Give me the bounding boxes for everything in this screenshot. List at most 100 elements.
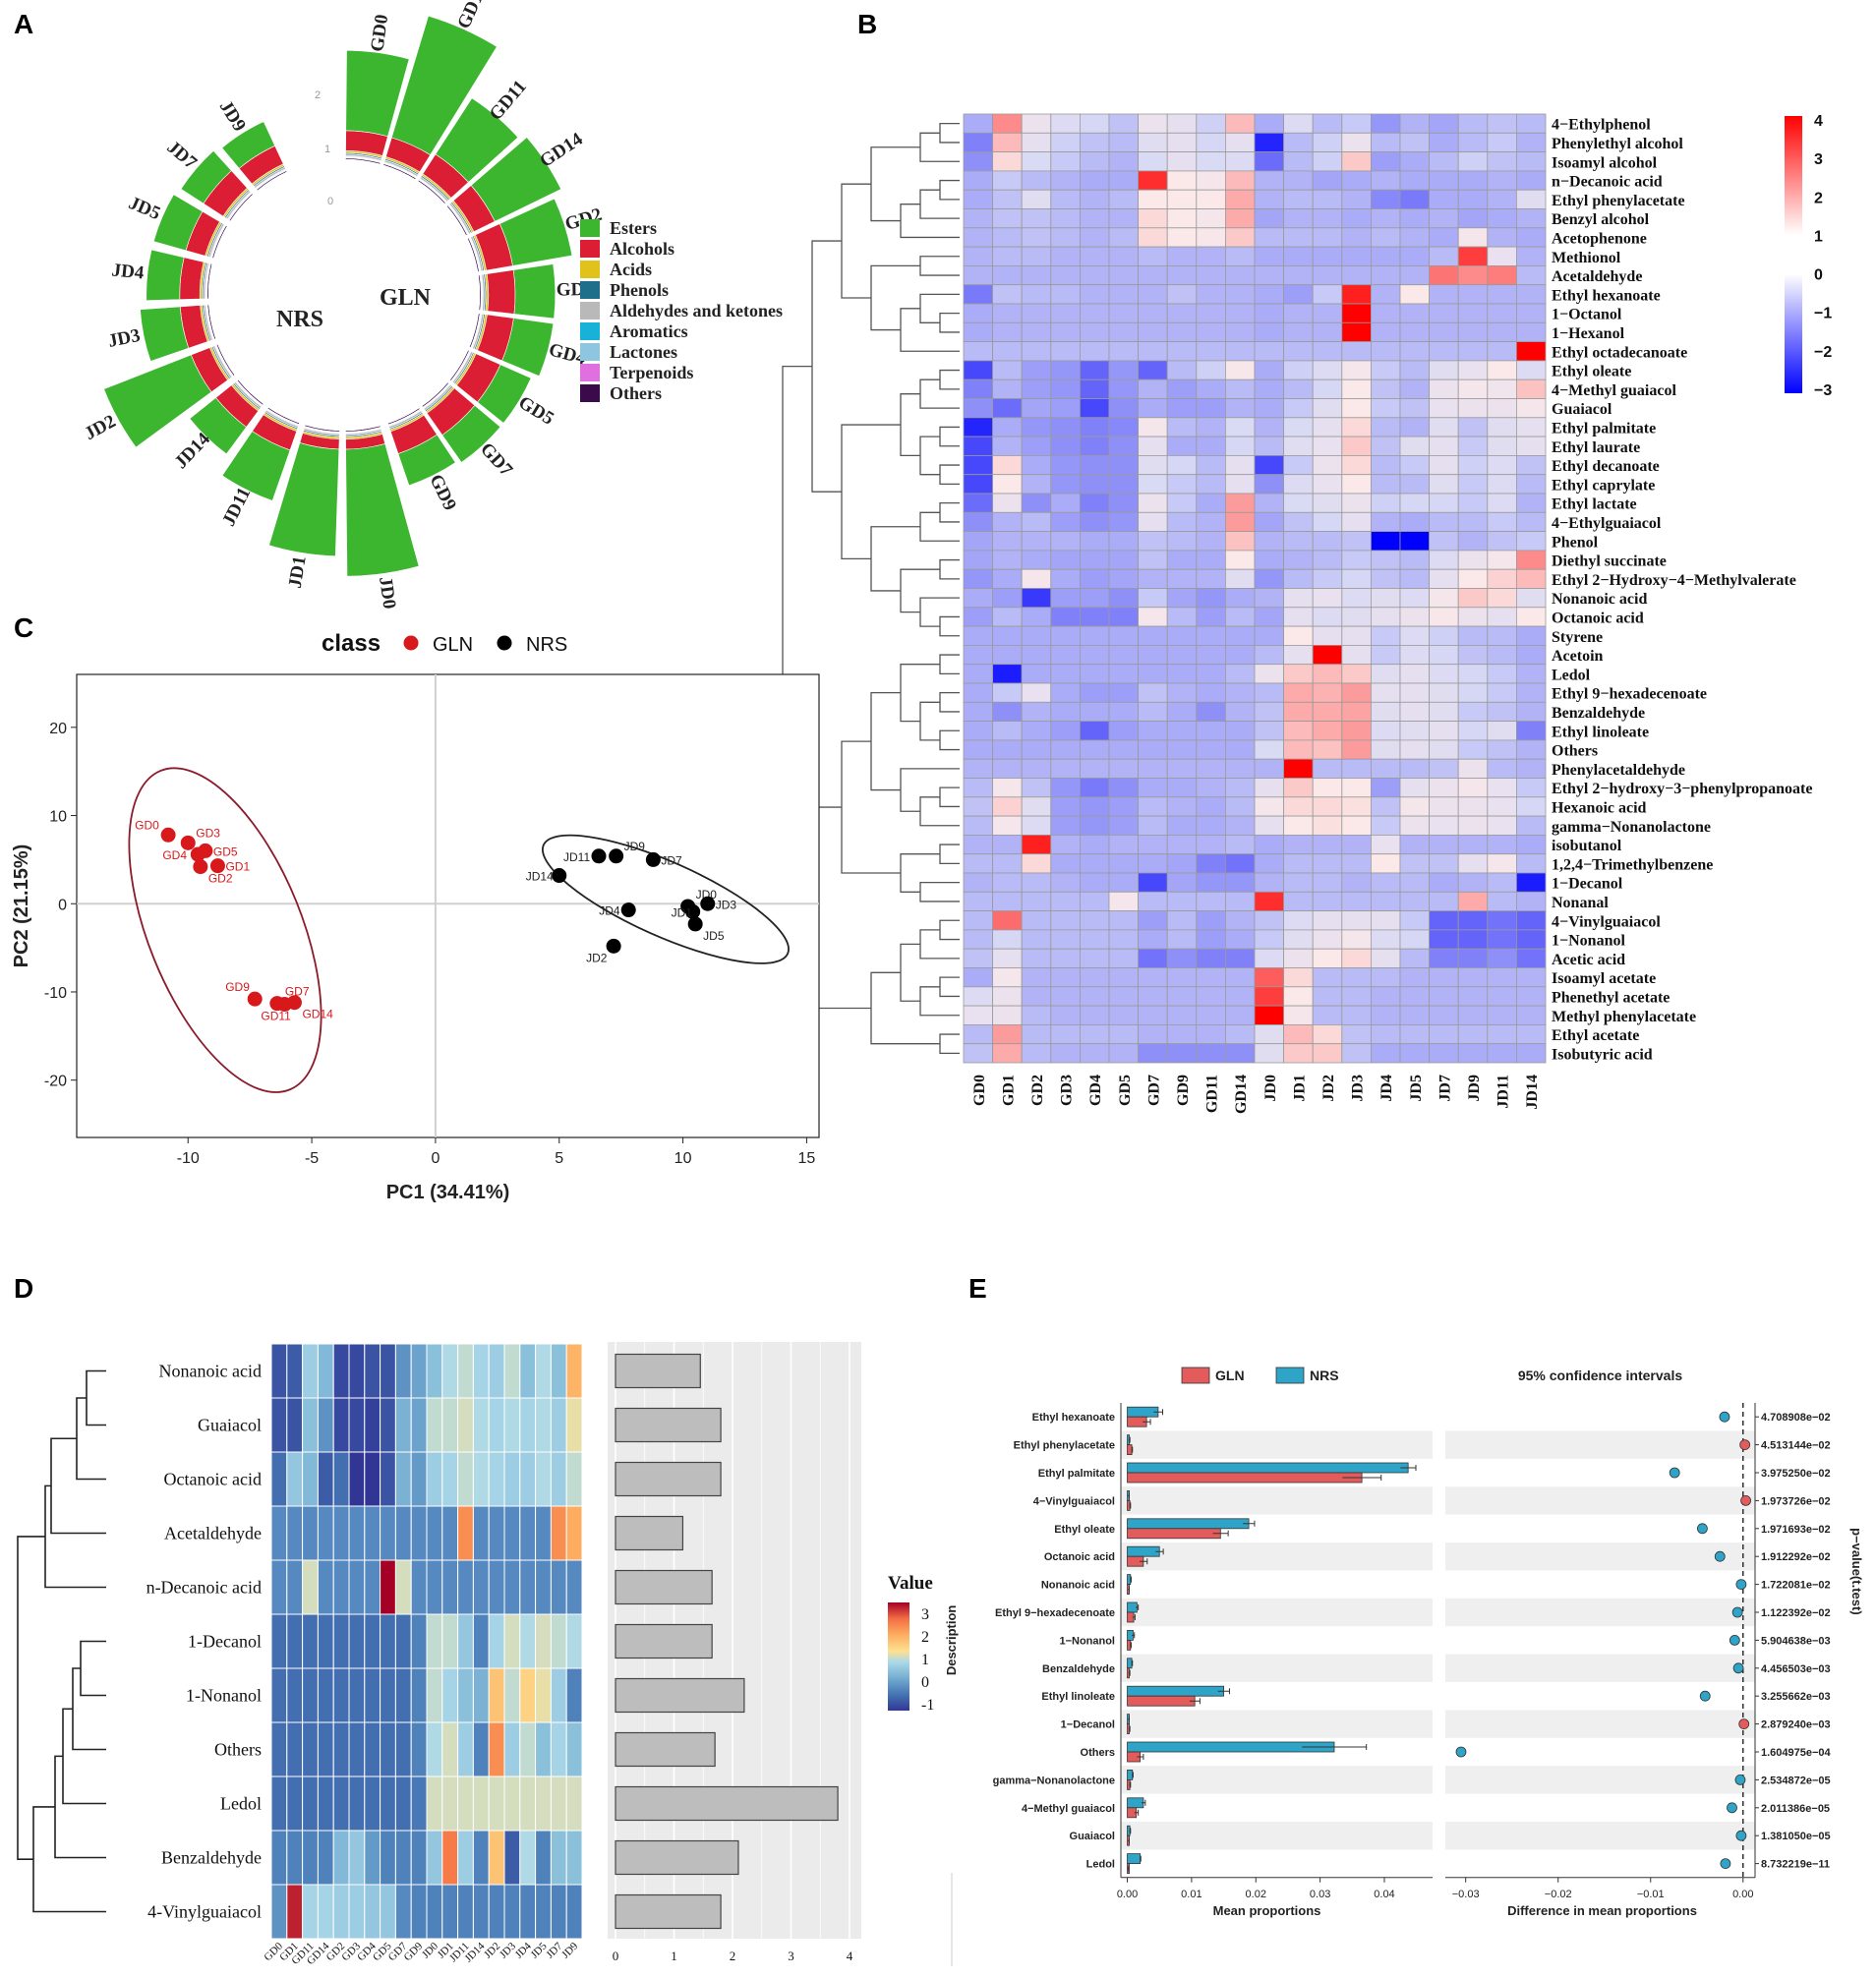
cell-1-2-4-trimethylbenzene-gd4 xyxy=(1080,853,1110,874)
cell-octanoic-acid-jd7 xyxy=(1429,607,1459,627)
cell-4-ethylphenol-jd1 xyxy=(1283,113,1314,134)
cell-isoamyl-acetate-jd3 xyxy=(1341,967,1372,988)
cell-guaiacol-gd0 xyxy=(270,1397,288,1453)
cell-4-methyl-guaiacol-gd11 xyxy=(1196,378,1226,399)
cell-diethyl-succinate-jd2 xyxy=(1312,550,1343,570)
cell-acetic-acid-gd14 xyxy=(1225,948,1256,968)
cell-ledol-jd1 xyxy=(441,1775,459,1832)
cell-ledol-jd9 xyxy=(1457,664,1489,684)
cell-gamma-nonanolactone-gd11 xyxy=(1196,815,1226,836)
cell-ethyl-2-hydroxy-3-phenylpropanoate-jd5 xyxy=(1399,778,1431,798)
cell-octanoic-acid-jd5 xyxy=(535,1451,552,1507)
bar-1-decanol xyxy=(615,1623,713,1659)
cell-1-nonanol-gd0 xyxy=(270,1667,288,1723)
cell-methionol-jd5 xyxy=(1399,246,1431,266)
cell-ethyl-hexanoate-gd3 xyxy=(1050,284,1081,305)
cell-phenylethyl-alcohol-jd5 xyxy=(1399,132,1431,153)
row-label-isoamyl-alcohol: Isoamyl alcohol xyxy=(1552,154,1658,171)
cell-octanoic-acid-gd9 xyxy=(1166,607,1198,627)
cell-4-vinylguaiacol-gd1 xyxy=(992,910,1023,931)
cell-4-vinylguaiacol-gd0 xyxy=(270,1884,288,1940)
cell-ethyl-decanoate-jd9 xyxy=(1457,454,1489,476)
cell-diethyl-succinate-gd1 xyxy=(992,550,1023,570)
cell-1-2-4-trimethylbenzene-gd0 xyxy=(963,853,994,874)
cell-nonanoic-acid-jd11 xyxy=(1487,588,1517,609)
color-scale-bar xyxy=(1785,116,1802,393)
cell-guaiacol-gd7 xyxy=(1138,398,1168,419)
cell-isobutyric-acid-gd2 xyxy=(1021,1043,1052,1064)
category-label-jd7: JD7 xyxy=(163,137,202,174)
bar-gd4-esters xyxy=(501,318,555,377)
cell-ethyl-octadecanoate-gd4 xyxy=(1080,341,1110,362)
cell-phenylethyl-alcohol-gd11 xyxy=(1196,132,1226,153)
bar-jd2-esters xyxy=(103,354,212,448)
cell-isobutanol-gd4 xyxy=(1080,835,1110,855)
cell-benzaldehyde-gd3 xyxy=(1050,701,1081,722)
error-bar-nrs-ethyl-phenylacetate xyxy=(1128,1436,1131,1443)
cell-isobutanol-gd0 xyxy=(963,835,994,855)
cell-ethyl-oleate-jd1 xyxy=(1283,360,1314,380)
x-tick-label-3: 5 xyxy=(555,1150,563,1167)
cell-isoamyl-alcohol-jd7 xyxy=(1429,151,1459,172)
cell-ethyl-hexanoate-gd11 xyxy=(1196,284,1226,305)
cell-n-decanoic-acid-jd11 xyxy=(1487,170,1517,191)
cell-4-ethylguaiacol-jd5 xyxy=(1399,511,1431,532)
cell-phenylethyl-alcohol-jd14 xyxy=(1516,132,1547,153)
row-label-ethyl-oleate: Ethyl oleate xyxy=(1552,364,1631,380)
row-label-phenol: Phenol xyxy=(1552,534,1599,551)
cell-ledol-gd3 xyxy=(348,1775,366,1832)
cell-benzyl-alcohol-gd1 xyxy=(992,208,1023,229)
cell-ethyl-phenylacetate-gd7 xyxy=(1138,189,1168,209)
cell-phenylacetaldehyde-jd3 xyxy=(1341,758,1372,779)
cell-ethyl-palmitate-jd1 xyxy=(1283,417,1314,437)
cell-phenol-jd11 xyxy=(1487,531,1517,552)
category-label-ethyl-9-hexadecenoate: Ethyl 9−hexadecenoate xyxy=(995,1607,1115,1619)
row-dendrogram xyxy=(782,123,960,1054)
cell-others-jd14 xyxy=(472,1721,490,1777)
cell-others-gd0 xyxy=(963,739,994,760)
cell-styrene-gd14 xyxy=(1225,625,1256,646)
cell-ethyl-acetate-gd0 xyxy=(963,1024,994,1045)
point-jd9 xyxy=(609,848,624,864)
cell-1-nonanol-jd11 xyxy=(1487,929,1517,950)
cell-guaiacol-gd11 xyxy=(1196,398,1226,419)
cell-1-nonanol-gd11 xyxy=(302,1667,319,1723)
cell-4-methyl-guaiacol-jd1 xyxy=(1283,378,1314,399)
cell-acetoin-gd9 xyxy=(1166,645,1198,666)
cell-phenylethyl-alcohol-jd11 xyxy=(1487,132,1517,153)
cell-ethyl-oleate-jd14 xyxy=(1516,360,1547,380)
cell-n-decanoic-acid-jd2 xyxy=(488,1559,505,1615)
cell-benzaldehyde-jd1 xyxy=(1283,701,1314,722)
cell-4-vinylguaiacol-gd11 xyxy=(1196,910,1226,931)
cell-1-hexanol-jd9 xyxy=(1457,321,1489,342)
cell-ethyl-laurate-gd4 xyxy=(1080,436,1110,456)
cell-ethyl-caprylate-jd9 xyxy=(1457,474,1489,495)
cell-nonanoic-acid-gd14 xyxy=(1225,588,1256,609)
cell-ethyl-caprylate-jd4 xyxy=(1371,474,1401,495)
cell-acetaldehyde-jd11 xyxy=(457,1505,474,1561)
cell-ethyl-decanoate-gd11 xyxy=(1196,454,1226,476)
cell-isobutyric-acid-jd9 xyxy=(1457,1043,1489,1064)
cell-benzaldehyde-jd1 xyxy=(441,1830,459,1886)
row-label-benzyl-alcohol: Benzyl alcohol xyxy=(1552,211,1650,228)
cell-isobutyric-acid-jd3 xyxy=(1341,1043,1372,1064)
cell-4-ethylphenol-jd5 xyxy=(1399,113,1431,134)
cell-ethyl-lactate-jd14 xyxy=(1516,493,1547,513)
row-label-acetaldehyde: Acetaldehyde xyxy=(1552,268,1642,285)
cell-gamma-nonanolactone-gd0 xyxy=(963,815,994,836)
point-label-gd11: GD11 xyxy=(261,1010,291,1023)
cell-ethyl-octadecanoate-gd14 xyxy=(1225,341,1256,362)
error-bar-gln-benzaldehyde xyxy=(1128,1669,1131,1676)
point-label-jd3: JD3 xyxy=(716,898,737,911)
cell-ethyl-oleate-gd3 xyxy=(1050,360,1081,380)
cell-guaiacol-gd2 xyxy=(1021,398,1052,419)
row-label-ethyl-2-hydroxy-3-phenylpropanoate: Ethyl 2−hydroxy−3−phenylpropanoate xyxy=(1552,781,1812,797)
cell-others-jd4 xyxy=(519,1721,537,1777)
cell-ethyl-2-hydroxy-3-phenylpropanoate-jd2 xyxy=(1312,778,1343,798)
right-x-tick-label-3: 0.00 xyxy=(1732,1889,1753,1900)
cell-4-vinylguaiacol-jd9 xyxy=(565,1884,583,1940)
cell-others-gd9 xyxy=(410,1721,428,1777)
cell-styrene-jd2 xyxy=(1312,625,1343,646)
cell-ethyl-lactate-gd9 xyxy=(1166,493,1198,513)
stripe-right-3 xyxy=(1445,1486,1755,1515)
